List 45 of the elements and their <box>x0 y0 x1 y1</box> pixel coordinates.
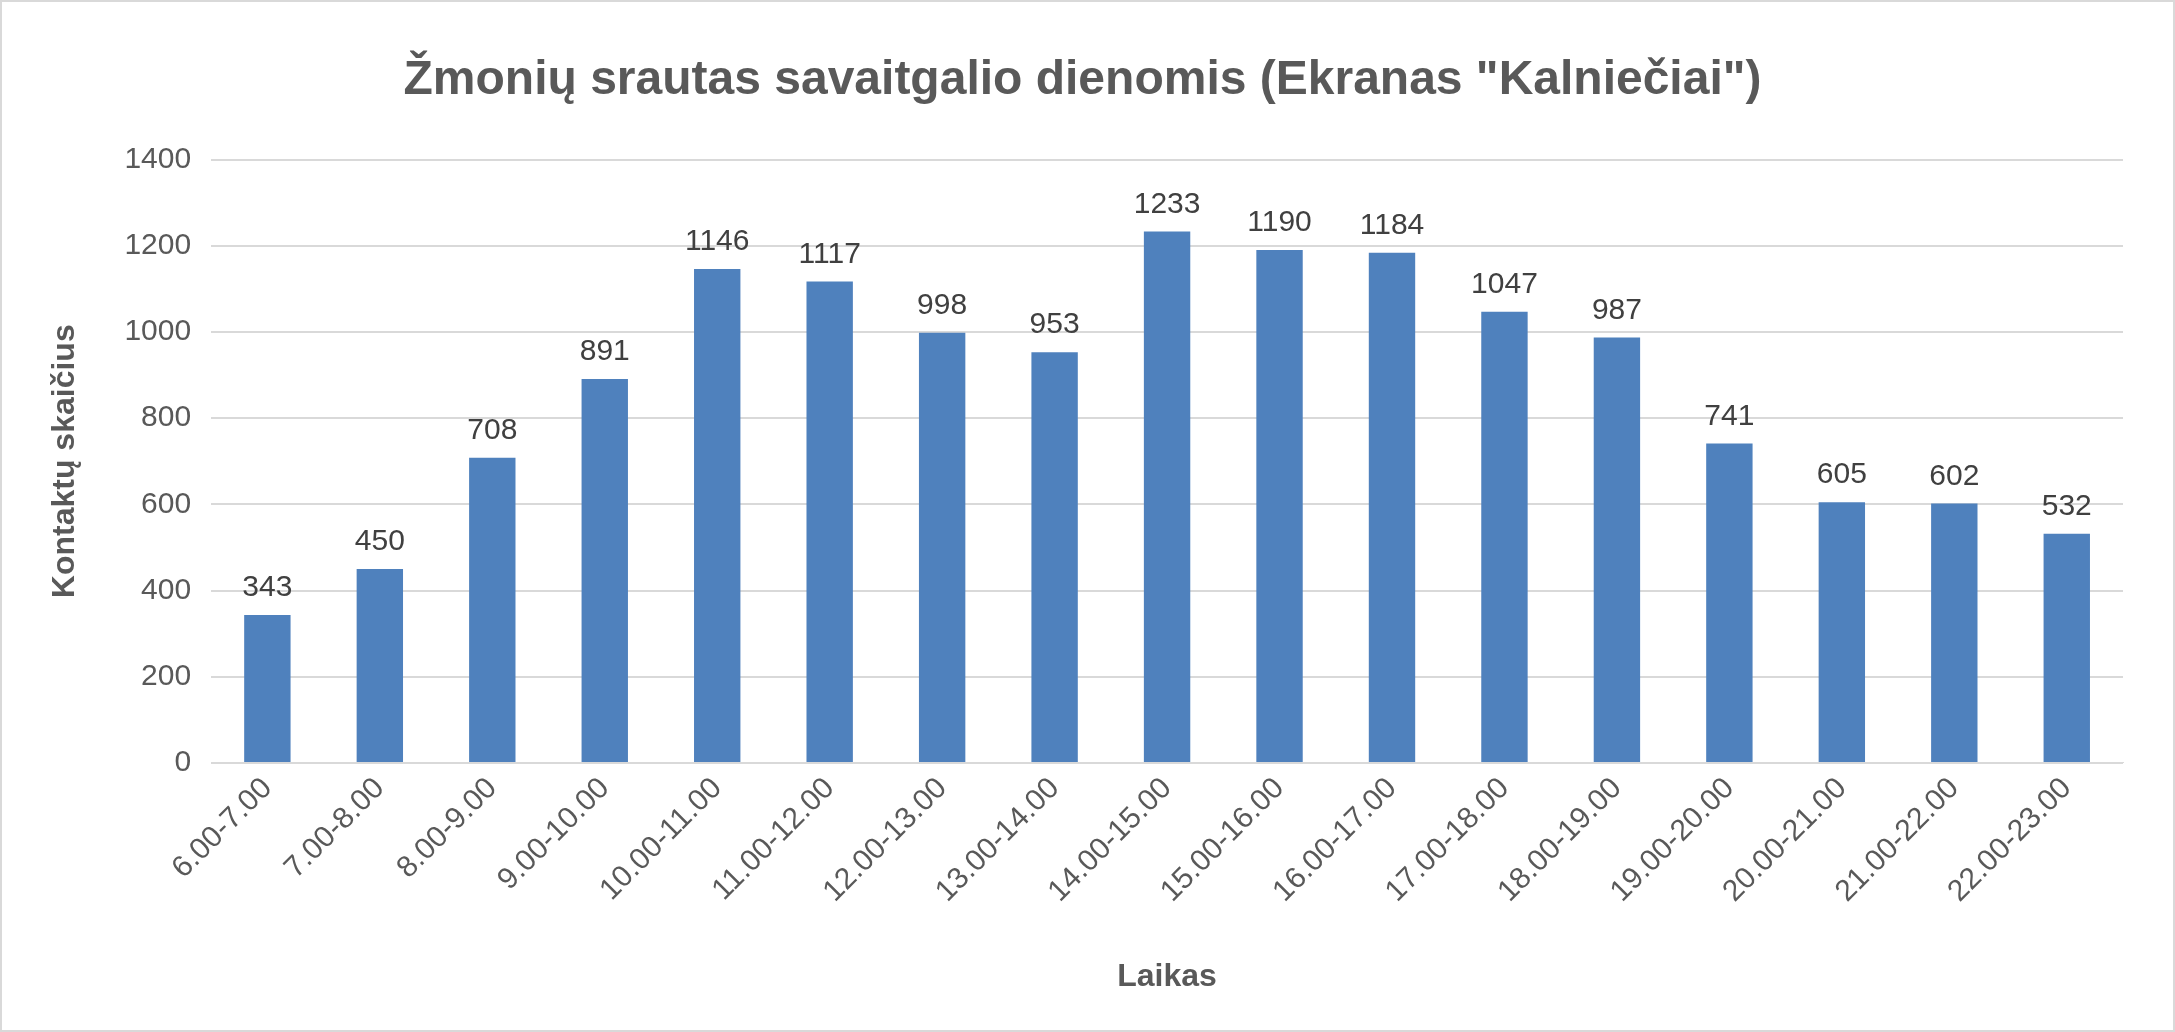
bar <box>918 332 966 762</box>
data-label: 602 <box>1929 457 1980 491</box>
data-label: 891 <box>579 333 630 367</box>
y-axis-title: Kontaktų skaičius <box>45 324 82 599</box>
data-label: 1233 <box>1133 185 1201 219</box>
data-label: 1047 <box>1471 265 1538 299</box>
x-axis-title: Laikas <box>1117 956 1217 993</box>
bar <box>1256 250 1303 762</box>
data-label: 1184 <box>1359 206 1425 240</box>
bar <box>1593 337 1641 762</box>
bar <box>1481 311 1528 762</box>
y-tick-label: 1000 <box>124 313 192 347</box>
bar <box>1031 352 1078 762</box>
data-label: 741 <box>1704 397 1755 431</box>
bar <box>2043 533 2090 762</box>
data-label: 532 <box>2041 487 2092 521</box>
bar <box>1931 503 1978 762</box>
y-tick-label: 0 <box>174 744 192 778</box>
bar <box>469 457 516 762</box>
bar <box>1818 502 1866 762</box>
data-label: 1146 <box>684 223 750 257</box>
data-label: 998 <box>917 287 968 321</box>
data-label: 708 <box>467 412 518 446</box>
bar <box>581 378 628 762</box>
bar <box>1143 231 1191 762</box>
y-tick-label: 200 <box>141 657 192 691</box>
bar <box>806 281 853 762</box>
bar <box>356 568 404 762</box>
data-label: 1117 <box>798 235 861 269</box>
y-tick-label: 800 <box>141 399 192 433</box>
data-label: 987 <box>1591 291 1642 325</box>
y-tick-label: 1200 <box>124 227 192 261</box>
data-label: 1190 <box>1247 204 1312 238</box>
bar <box>1706 443 1753 762</box>
bar <box>244 615 291 762</box>
data-label: 450 <box>354 523 405 557</box>
data-label: 953 <box>1029 306 1080 340</box>
bar <box>694 269 741 762</box>
bar <box>1368 252 1416 762</box>
chart-title: Žmonių srautas savaitgalio dienomis (Ekranas "Kalniečiai") <box>403 50 1762 105</box>
data-label: 605 <box>1816 456 1867 490</box>
data-label: 343 <box>242 569 293 603</box>
y-tick-label: 400 <box>141 571 192 605</box>
y-tick-label: 1400 <box>124 140 192 174</box>
y-tick-label: 600 <box>141 485 192 519</box>
